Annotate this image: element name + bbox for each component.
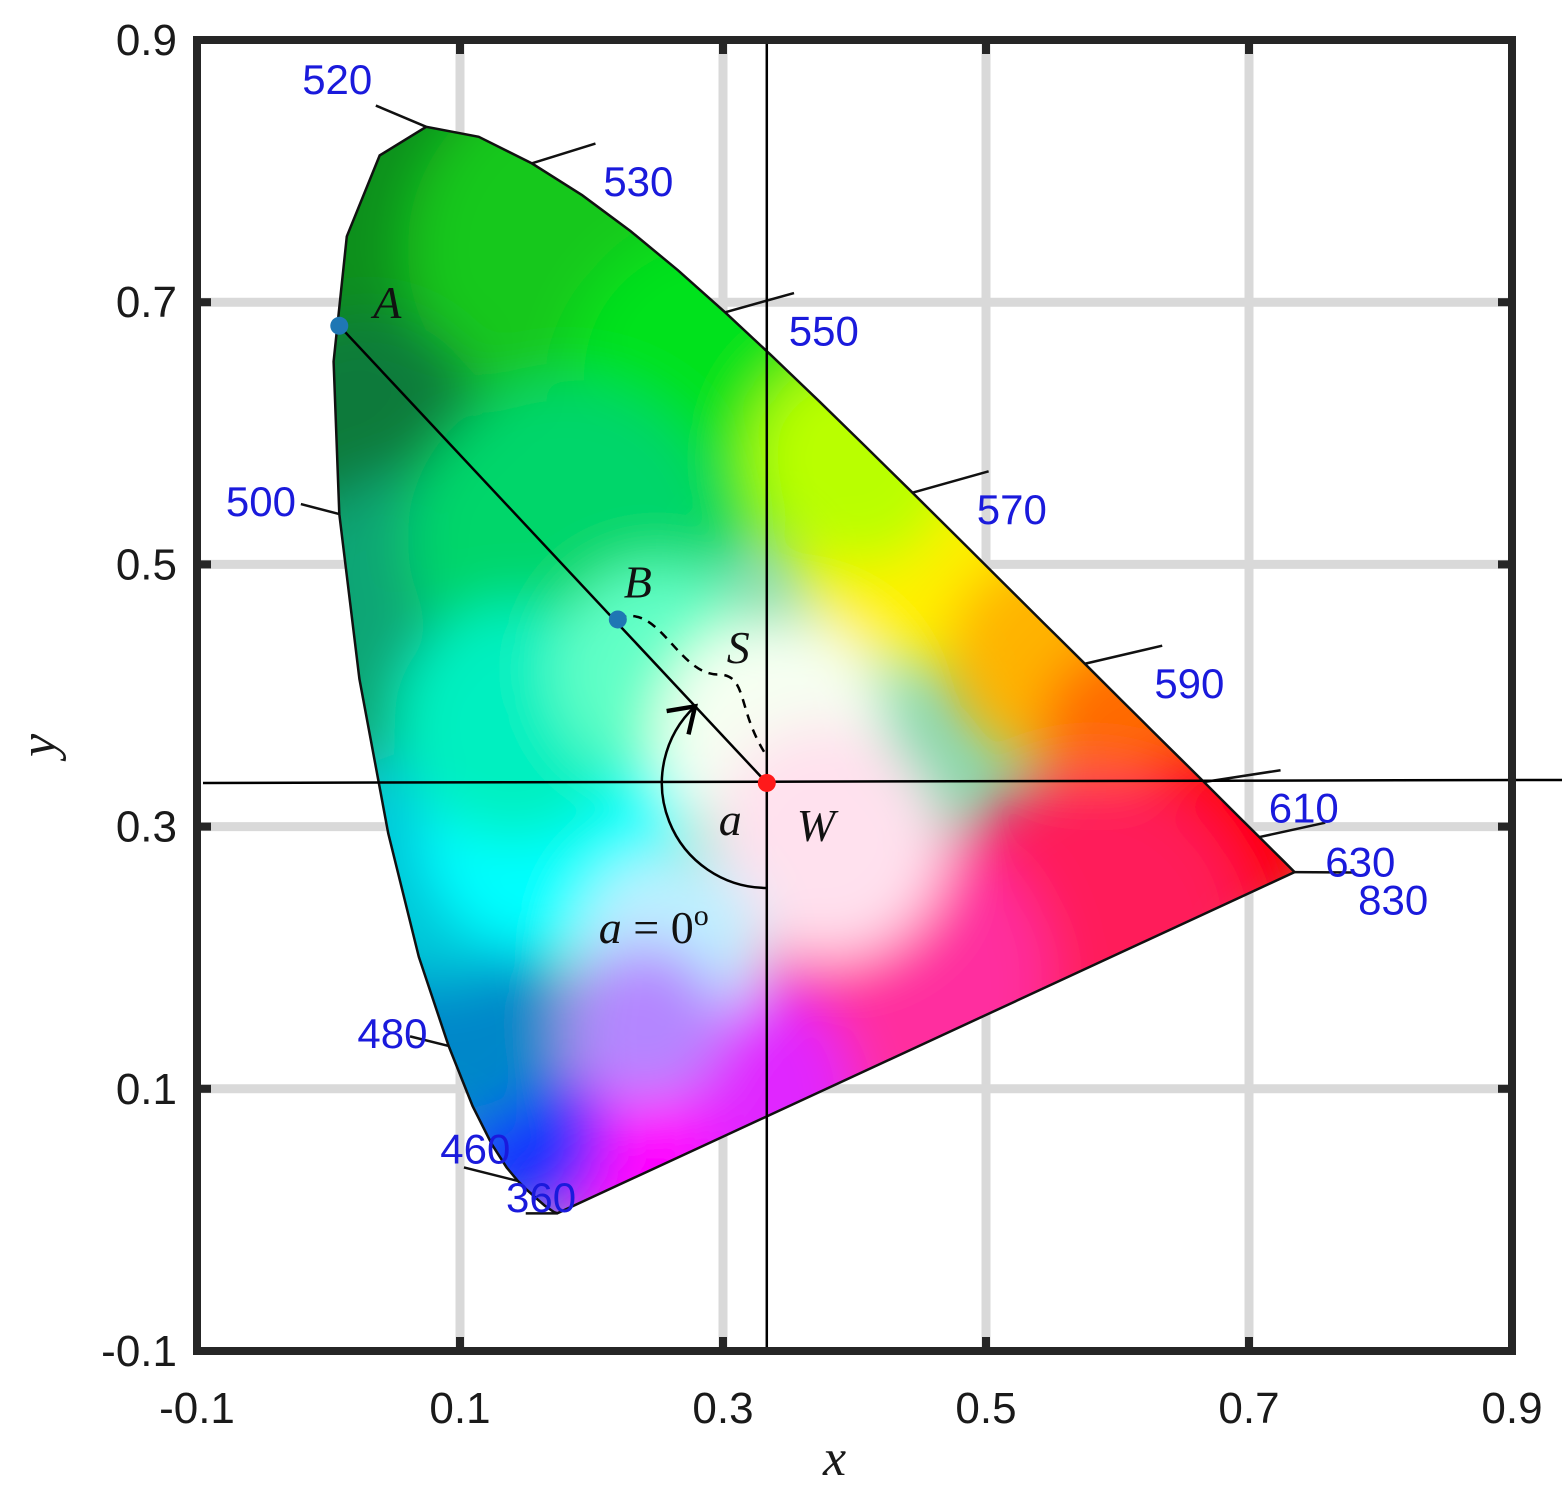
gamut-gradient: [333, 126, 1295, 1214]
y-tick-label: 0.9: [116, 16, 177, 65]
wavelength-leader-460: [463, 1166, 519, 1183]
plot-frame: [193, 36, 1516, 1355]
x-tick-label: 0.9: [1481, 1384, 1542, 1433]
wavelength-leader-590: [1084, 644, 1163, 665]
wavelength-label-590: 590: [1154, 660, 1224, 707]
chromaticity-gamut: [333, 126, 1295, 1214]
wavelength-label-520: 520: [302, 56, 372, 103]
chart-points: [330, 316, 776, 792]
point-label-b: B: [624, 556, 652, 607]
angle-zero-label: a = 0o: [599, 899, 709, 953]
x-axis-title: x: [822, 1430, 846, 1487]
angle-arc: [660, 703, 767, 890]
wavelength-leader-520: [375, 104, 427, 128]
x-tick-label: -0.1: [159, 1384, 235, 1433]
wavelength-label-530: 530: [603, 158, 673, 205]
gamut-color-blob: [749, 354, 960, 565]
spectral-locus-outline: [332, 125, 1297, 1215]
wavelength-label-550: 550: [789, 307, 859, 354]
wavelength-label-480: 480: [357, 1010, 427, 1057]
y-tick-label: 0.3: [116, 803, 177, 852]
wavelength-label-360: 360: [506, 1174, 576, 1221]
point-label-a: A: [370, 277, 402, 328]
axes-frame: [193, 36, 1516, 1355]
wavelength-leaders: [300, 104, 1355, 1215]
x-tick-label: 0.5: [955, 1384, 1016, 1433]
wavelength-leader-480: [409, 1035, 449, 1048]
wavelength-leader-570: [912, 470, 989, 494]
point-label-w: W: [797, 800, 839, 851]
x-tick-label: 0.1: [429, 1384, 490, 1433]
wavelength-leader-500: [300, 502, 340, 516]
y-axis-title: y: [10, 733, 67, 762]
horizontal-line-through-w: [202, 778, 1563, 785]
wavelength-label-830: 830: [1358, 876, 1428, 923]
construction-lines: [202, 40, 1563, 1351]
x-tick-label: 0.7: [1218, 1384, 1279, 1433]
y-tick-label: -0.1: [101, 1327, 177, 1376]
wavelength-leader-550: [724, 291, 795, 314]
y-tick-label: 0.7: [116, 278, 177, 327]
wavelength-label-630: 630: [1325, 838, 1395, 885]
wavelength-label-460: 460: [440, 1126, 510, 1173]
point-w: [757, 773, 776, 792]
gamut-color-blob: [565, 944, 723, 1103]
point-b: [608, 610, 627, 629]
wavelength-leader-530: [531, 142, 596, 165]
point-a: [330, 316, 349, 335]
wavelength-label-610: 610: [1269, 785, 1339, 832]
y-tick-label: 0.1: [116, 1065, 177, 1114]
y-tick-label: 0.5: [116, 540, 177, 589]
wavelength-label-570: 570: [977, 486, 1047, 533]
x-tick-label: 0.3: [692, 1384, 753, 1433]
curve-label-s: S: [727, 622, 750, 673]
wavelength-leader-630: [1259, 821, 1326, 839]
angle-label: a: [719, 794, 742, 845]
wavelength-label-500: 500: [226, 478, 296, 525]
